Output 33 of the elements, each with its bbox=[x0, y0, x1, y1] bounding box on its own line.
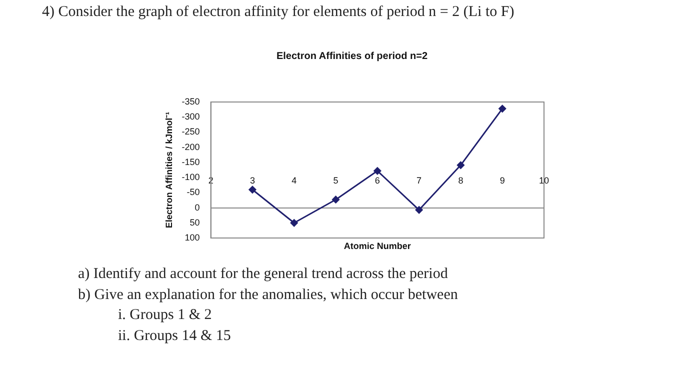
y-tick-label: -50 bbox=[186, 187, 200, 198]
y-tick-label: 0 bbox=[194, 202, 200, 212]
point bbox=[415, 206, 423, 214]
point bbox=[498, 104, 506, 112]
y-axis-title: Electron Affinities / kJmol⁻¹ bbox=[164, 112, 174, 228]
point bbox=[374, 167, 382, 175]
y-tick-label: -250 bbox=[182, 126, 200, 137]
x-tick-label: 9 bbox=[500, 176, 505, 186]
text: 4) Consider the graph of electron affinity for elements of period n = 2 (Li to F) bbox=[42, 4, 514, 21]
point bbox=[332, 196, 340, 204]
y-tick-label: -300 bbox=[182, 112, 200, 122]
y-tick-label: -350 bbox=[182, 96, 200, 106]
text: i. Groups 1 & 2 bbox=[117, 306, 213, 325]
y-tick-label: 100 bbox=[184, 232, 200, 242]
chart-title: Electron Affinities of period n=2 bbox=[276, 50, 428, 62]
text: ii. Groups 14 & 15 bbox=[117, 326, 232, 346]
y-tick-label: -100 bbox=[182, 172, 200, 182]
x-tick-label: 10 bbox=[538, 176, 550, 186]
x-tick-label: 4 bbox=[292, 176, 297, 186]
y-tick-label: 50 bbox=[190, 217, 200, 228]
text: a) Identify and account for the general trend across the period bbox=[78, 265, 449, 284]
point bbox=[456, 161, 464, 169]
x-axis-title: Atomic Number bbox=[344, 240, 412, 251]
y-tick-label: -150 bbox=[182, 156, 200, 167]
text: b) Give an explanation for the anomalies, which occur between bbox=[78, 286, 458, 304]
x-tick-label: 6 bbox=[374, 176, 380, 186]
x-tick-label: 3 bbox=[250, 176, 255, 186]
x-tick-label: 8 bbox=[458, 176, 464, 186]
point bbox=[290, 219, 298, 227]
y-tick-label: -200 bbox=[182, 142, 200, 152]
x-tick-label: 7 bbox=[416, 176, 422, 186]
point bbox=[248, 186, 256, 194]
x-tick-label: 5 bbox=[333, 176, 338, 186]
